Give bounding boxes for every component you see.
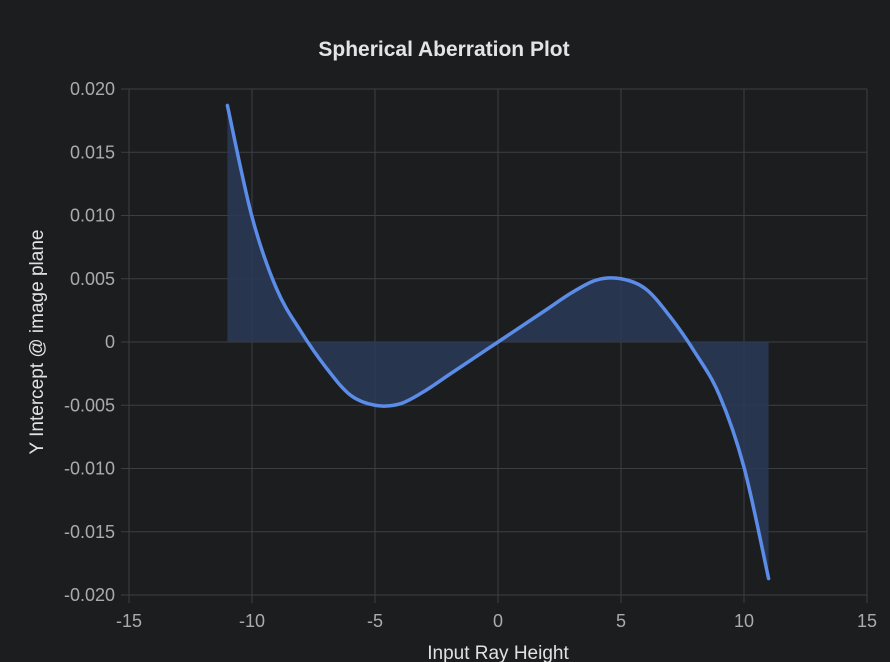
y-tick-label: -0.015: [64, 522, 115, 542]
x-tick-label: -5: [367, 611, 383, 631]
x-tick-label: 10: [734, 611, 754, 631]
y-tick-labels: 0.020 0.015 0.010 0.005 0 -0.005 -0.010 -0.015 -…: [64, 79, 115, 605]
series-line: [225, 103, 771, 581]
x-tick-labels: -15 -10 -5 0 5 10 15: [116, 611, 877, 631]
y-tick-label: -0.020: [64, 585, 115, 605]
y-tick-label: -0.005: [64, 395, 115, 415]
y-tick-label: 0.005: [70, 269, 115, 289]
y-axis-label: Y Intercept @ image plane: [27, 230, 48, 455]
x-tick-label: 5: [616, 611, 626, 631]
x-axis-label: Input Ray Height: [427, 643, 569, 662]
y-tick-label: 0.020: [70, 79, 115, 99]
y-tick-label: 0.010: [70, 206, 115, 226]
y-tick-label: -0.010: [64, 459, 115, 479]
x-tick-label: 0: [493, 611, 503, 631]
x-tick-label: 15: [857, 611, 877, 631]
series-area: [227, 105, 769, 579]
y-tick-label: 0: [105, 332, 115, 352]
y-tick-label: 0.015: [70, 142, 115, 162]
x-tick-label: -15: [116, 611, 142, 631]
x-tick-label: -10: [239, 611, 265, 631]
chart-title: Spherical Aberration Plot: [318, 38, 569, 61]
